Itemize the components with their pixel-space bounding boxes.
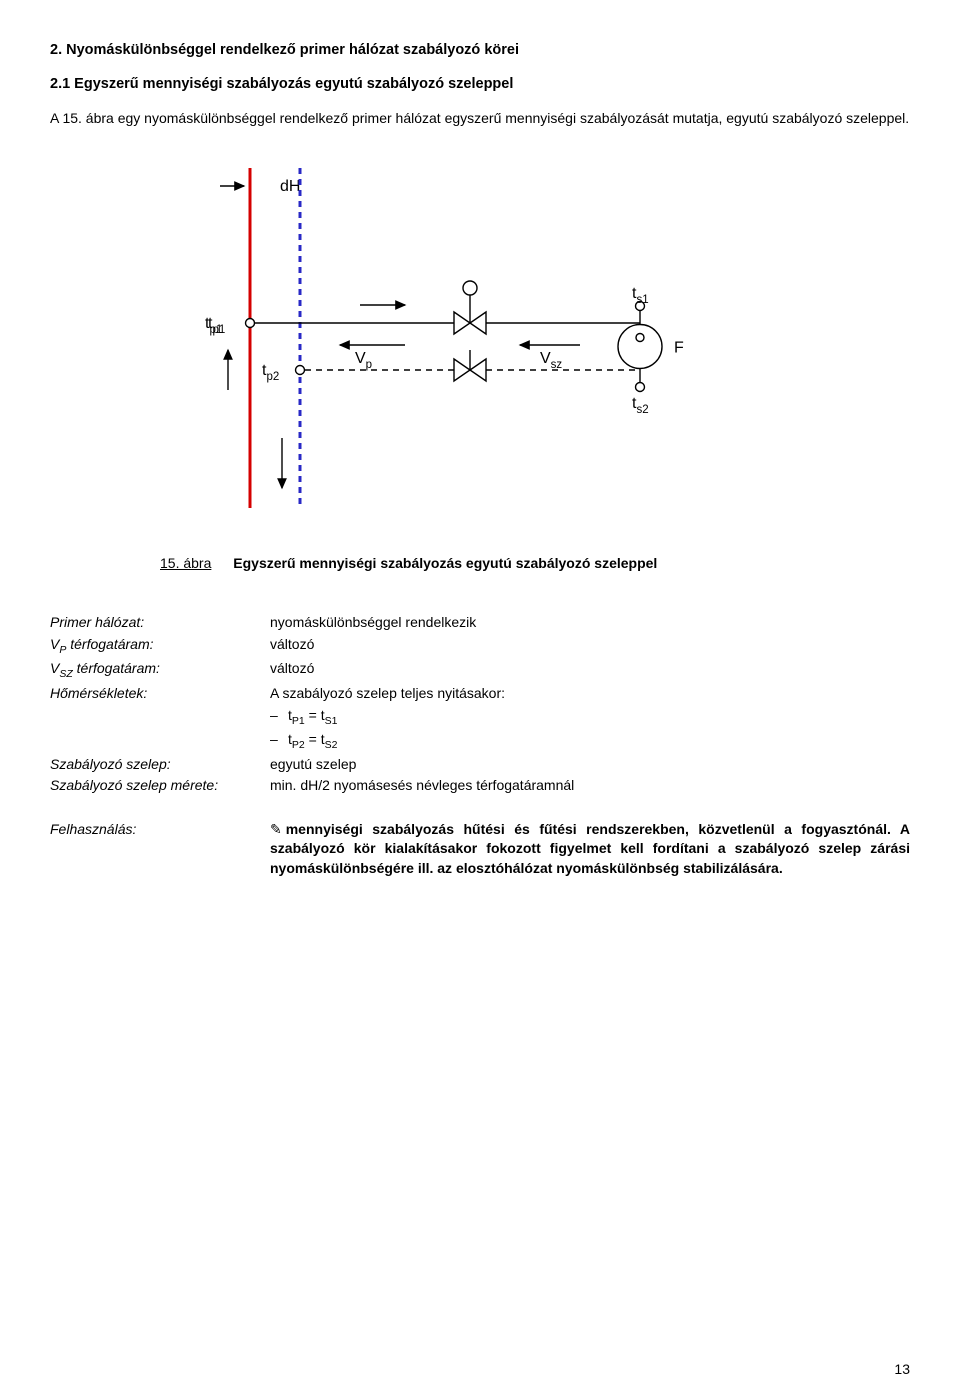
section-heading-1: 2. Nyomáskülönbséggel rendelkező primer … [50, 40, 910, 60]
usage-label: Felhasználás: [50, 820, 270, 879]
svg-text:dH: dH [280, 178, 300, 195]
svg-text:ts1: ts1 [632, 285, 649, 306]
table-row: Hőmérsékletek: A szabályozó szelep telje… [50, 684, 910, 704]
diagram-figure: dHFtp1tp1tp2VpVszts1ts2 [170, 158, 910, 524]
caption-number: 15. ábra [160, 555, 211, 571]
param-indent-line: tP2 = tS2 [288, 730, 910, 752]
caption-text: Egyszerű mennyiségi szabályozás egyutú s… [233, 555, 657, 571]
figure-caption: 15. ábra Egyszerű mennyiségi szabályozás… [160, 554, 910, 574]
param-label: Szabályozó szelep mérete: [50, 776, 270, 796]
table-row: Szabályozó szelep: egyutú szelep [50, 755, 910, 775]
param-label: VSZ térfogatáram: [50, 659, 270, 681]
circuit-diagram-svg: dHFtp1tp1tp2VpVszts1ts2 [170, 158, 730, 518]
parameters-table: Primer hálózat: nyomáskülönbséggel rende… [50, 613, 910, 795]
usage-row: Felhasználás: ✎mennyiségi szabályozás hű… [50, 820, 910, 879]
param-label: Hőmérsékletek: [50, 684, 270, 704]
param-value: változó [270, 635, 910, 657]
param-indent-line: tP1 = tS1 [288, 706, 910, 728]
param-value: A szabályozó szelep teljes nyitásakor: [270, 684, 910, 704]
param-indent-block: tP1 = tS1 tP2 = tS2 [270, 706, 910, 753]
param-value: egyutú szelep [270, 755, 910, 775]
param-value: változó [270, 659, 910, 681]
param-label: Primer hálózat: [50, 613, 270, 633]
svg-text:Vp: Vp [355, 350, 372, 371]
param-label: VP térfogatáram: [50, 635, 270, 657]
table-row: Szabályozó szelep mérete: min. dH/2 nyom… [50, 776, 910, 796]
param-value: nyomáskülönbséggel rendelkezik [270, 613, 910, 633]
svg-text:Vsz: Vsz [540, 350, 562, 371]
usage-text: ✎mennyiségi szabályozás hűtési és fűtési… [270, 820, 910, 879]
intro-paragraph: A 15. ábra egy nyomáskülönbséggel rendel… [50, 109, 910, 129]
table-row: VP térfogatáram: változó [50, 635, 910, 657]
table-row: Primer hálózat: nyomáskülönbséggel rende… [50, 613, 910, 633]
svg-text:F: F [674, 340, 684, 357]
section-heading-2: 2.1 Egyszerű mennyiségi szabályozás egyu… [50, 74, 910, 94]
param-label: Szabályozó szelep: [50, 755, 270, 775]
table-row: VSZ térfogatáram: változó [50, 659, 910, 681]
svg-text:tp2: tp2 [262, 362, 279, 383]
svg-text:ts2: ts2 [632, 395, 649, 416]
param-value: min. dH/2 nyomásesés névleges térfogatár… [270, 776, 910, 796]
page-number: 13 [894, 1360, 910, 1380]
pencil-icon: ✎ [270, 821, 282, 837]
